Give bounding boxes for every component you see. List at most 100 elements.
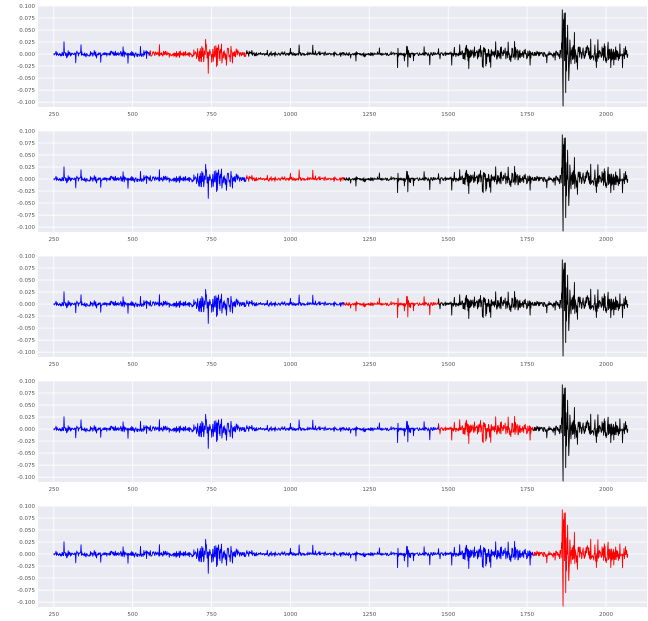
y-tick-label: -0.075 — [17, 213, 35, 219]
y-tick-label: 0.050 — [19, 153, 35, 159]
y-tick-label: 0.025 — [19, 415, 35, 421]
x-tick-label: 500 — [127, 487, 138, 493]
y-tick-label: -0.050 — [17, 326, 35, 332]
chart-panel-3: 250 500 750 1000 1250 1500 1750 2000 0.100 0.075 0… — [17, 254, 647, 368]
y-tick-label: 0.075 — [19, 141, 35, 147]
y-tick-label: -0.050 — [17, 576, 35, 582]
y-tick-label: 0.025 — [19, 290, 35, 296]
y-tick-label: 0.000 — [19, 177, 35, 183]
x-tick-label: 1250 — [362, 487, 376, 493]
y-tick-label: -0.050 — [17, 76, 35, 82]
x-tick-label: 1000 — [283, 487, 297, 493]
y-tick-label: -0.100 — [17, 225, 35, 231]
x-tick-label: 1750 — [520, 487, 534, 493]
series-line-3 — [532, 384, 629, 482]
y-tick-label: 0.050 — [19, 278, 35, 284]
chart-panel-4: 250 500 750 1000 1250 1500 1750 2000 0.100 0.075 0… — [17, 379, 647, 493]
y-tick-label: 0.050 — [19, 403, 35, 409]
series-line-2 — [149, 38, 247, 74]
chart-panel-5: 250 500 750 1000 1250 1500 1750 2000 0.100 0.075 0… — [17, 504, 647, 618]
y-tick-label: -0.025 — [17, 314, 35, 320]
x-tick-label: 500 — [127, 112, 138, 118]
series-line-1 — [53, 538, 534, 574]
y-tick-label: 0.075 — [19, 391, 35, 397]
y-tick-label: -0.075 — [17, 88, 35, 94]
y-tick-label: -0.050 — [17, 451, 35, 457]
y-tick-label: 0.075 — [19, 16, 35, 22]
x-tick-label: 1000 — [283, 237, 297, 243]
y-tick-label: -0.050 — [17, 201, 35, 207]
x-tick-label: 2000 — [599, 362, 613, 368]
x-tick-label: 2000 — [599, 237, 613, 243]
x-tick-label: 1500 — [441, 362, 455, 368]
series-line-3 — [438, 259, 629, 357]
series-line-1 — [53, 288, 345, 324]
x-tick-label: 750 — [206, 112, 217, 118]
chart-panel-2: 250 500 750 1000 1250 1500 1750 2000 0.100 0.075 0… — [17, 129, 647, 243]
y-tick-label: 0.000 — [19, 552, 35, 558]
y-tick-label: 0.025 — [19, 165, 35, 171]
series-line-2 — [245, 169, 345, 182]
x-tick-label: 1250 — [362, 112, 376, 118]
y-tick-label: -0.025 — [17, 64, 35, 70]
x-tick-label: 1250 — [362, 612, 376, 618]
y-tick-label: 0.050 — [19, 528, 35, 534]
y-tick-label: 0.100 — [19, 379, 35, 385]
y-tick-label: 0.050 — [19, 28, 35, 34]
y-tick-label: -0.025 — [17, 564, 35, 570]
x-tick-label: 1000 — [283, 112, 297, 118]
series-line-3 — [245, 9, 629, 107]
x-tick-label: 1750 — [520, 237, 534, 243]
y-tick-label: 0.100 — [19, 254, 35, 260]
x-tick-label: 1500 — [441, 237, 455, 243]
y-tick-label: 0.100 — [19, 504, 35, 510]
y-tick-label: -0.075 — [17, 588, 35, 594]
y-tick-label: 0.000 — [19, 52, 35, 58]
x-tick-label: 500 — [127, 362, 138, 368]
x-tick-label: 1500 — [441, 112, 455, 118]
y-tick-label: -0.100 — [17, 100, 35, 106]
x-tick-label: 250 — [49, 487, 60, 493]
series-line-1 — [53, 163, 247, 199]
y-tick-label: -0.025 — [17, 439, 35, 445]
y-tick-label: -0.025 — [17, 189, 35, 195]
series-line-2 — [343, 295, 440, 319]
x-tick-label: 1000 — [283, 362, 297, 368]
x-tick-label: 750 — [206, 237, 217, 243]
x-tick-label: 1750 — [520, 362, 534, 368]
x-tick-label: 250 — [49, 112, 60, 118]
y-tick-label: -0.100 — [17, 350, 35, 356]
y-tick-label: -0.100 — [17, 600, 35, 606]
y-tick-label: 0.000 — [19, 302, 35, 308]
x-tick-label: 2000 — [599, 612, 613, 618]
x-tick-label: 250 — [49, 237, 60, 243]
x-tick-label: 500 — [127, 237, 138, 243]
series-line-2 — [438, 415, 534, 444]
y-tick-label: 0.075 — [19, 266, 35, 272]
y-tick-label: 0.025 — [19, 40, 35, 46]
x-tick-label: 1750 — [520, 112, 534, 118]
series-line-1 — [53, 413, 440, 449]
series-line-2 — [532, 509, 629, 607]
x-tick-label: 750 — [206, 362, 217, 368]
chart-panel-1: 250 500 750 1000 1250 1500 1750 2000 0.100 0.075 0… — [17, 4, 647, 118]
x-tick-label: 1750 — [520, 612, 534, 618]
x-tick-label: 1250 — [362, 237, 376, 243]
x-tick-label: 250 — [49, 612, 60, 618]
y-tick-label: 0.075 — [19, 516, 35, 522]
x-tick-label: 1250 — [362, 362, 376, 368]
x-tick-label: 1000 — [283, 612, 297, 618]
x-tick-label: 500 — [127, 612, 138, 618]
series-line-3 — [343, 134, 629, 232]
x-tick-label: 750 — [206, 612, 217, 618]
x-tick-label: 2000 — [599, 112, 613, 118]
x-tick-label: 1500 — [441, 487, 455, 493]
y-tick-label: 0.100 — [19, 129, 35, 135]
y-tick-label: -0.100 — [17, 475, 35, 481]
series-line-1 — [53, 41, 151, 64]
x-tick-label: 750 — [206, 487, 217, 493]
y-tick-label: 0.025 — [19, 540, 35, 546]
x-tick-label: 1500 — [441, 612, 455, 618]
y-tick-label: -0.075 — [17, 463, 35, 469]
